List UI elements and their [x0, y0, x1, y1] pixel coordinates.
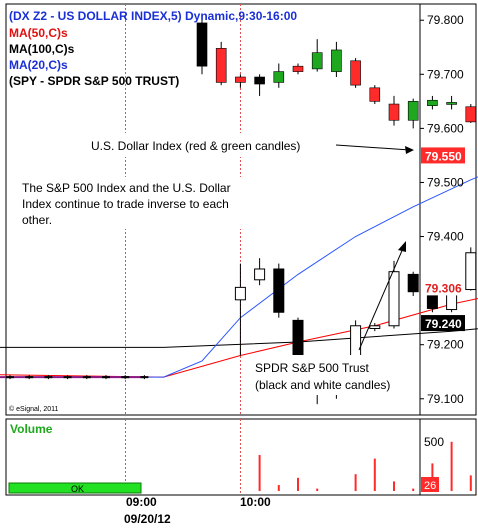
legend-spy: (SPY - SPDR S&P 500 TRUST) — [9, 74, 179, 88]
volume-bar — [277, 485, 280, 491]
price-label-badge — [421, 147, 465, 164]
spy-candle — [254, 268, 266, 281]
dollar-candle — [254, 76, 265, 85]
price-tick-label: 79.700 — [427, 67, 464, 81]
volume-bar — [316, 488, 319, 491]
spy-candle — [465, 252, 477, 291]
spy-candle — [426, 292, 438, 309]
price-tick-label: 79.100 — [427, 392, 464, 406]
dollar-candle — [311, 52, 323, 70]
volume-tick-500: 500 — [424, 435, 444, 449]
price-label-text: 79.240 — [425, 317, 462, 331]
volume-bar — [297, 477, 299, 491]
dollar-candle — [235, 76, 246, 83]
ok-status-bar — [8, 482, 142, 494]
price-axis-bg — [419, 3, 477, 416]
dollar-candle — [388, 103, 400, 121]
volume-last-badge — [421, 477, 439, 492]
copyright: © eSignal, 2011 — [9, 405, 59, 413]
legend-ma50: MA(50,C)s — [9, 26, 68, 40]
spy-candle — [388, 271, 400, 327]
chart-title: (DX Z2 - US DOLLAR INDEX,5) Dynamic,9:30… — [9, 9, 297, 23]
spy-candle — [369, 325, 381, 329]
dollar-arrow-line — [335, 144, 411, 151]
inverse-annotation-line3: other. — [22, 213, 52, 227]
dollar-candle — [350, 60, 361, 86]
price-label-text: 79.306 — [425, 281, 462, 295]
volume-bar — [469, 475, 472, 491]
dollar-annotation-box — [84, 133, 332, 157]
volume-bar — [450, 441, 453, 491]
date-label: 09/20/12 — [124, 512, 171, 526]
dollar-annotation: U.S. Dollar Index (red & green candles) — [91, 139, 300, 153]
volume-title: Volume — [10, 422, 53, 436]
inverse-annotation-line1: The S&P 500 Index and the U.S. Dollar — [22, 181, 231, 195]
price-tick-label: 79.200 — [427, 338, 464, 352]
spy-candle — [407, 273, 419, 293]
ok-status-label: OK — [71, 484, 84, 494]
volume-panel — [5, 418, 421, 496]
dollar-candle — [292, 65, 304, 72]
price-label-text: 79.550 — [425, 149, 462, 163]
dollar-candle — [215, 48, 227, 83]
spdr-arrow-line — [358, 245, 405, 351]
volume-bar — [258, 455, 261, 491]
dollar-candle — [446, 102, 457, 105]
dollar-candle — [273, 71, 285, 83]
spdr-annotation-box — [247, 355, 414, 395]
legend-ma20: MA(20,C)s — [9, 58, 68, 72]
volume-last-value: 26 — [424, 480, 436, 492]
price-label-badge — [421, 279, 465, 296]
dollar-candle — [331, 49, 342, 72]
price-label-badge — [421, 315, 465, 332]
dollar-candle — [427, 99, 438, 106]
dollar-candle — [465, 106, 477, 123]
spy-candle — [234, 286, 246, 301]
dollar-arrow-head — [405, 146, 414, 154]
volume-bar — [354, 474, 357, 491]
spdr-annotation-line2: (black and white candles) — [255, 378, 390, 392]
spdr-annotation-line1: SPDR S&P 500 Trust — [255, 361, 369, 375]
dollar-candle — [407, 101, 419, 121]
inverse-annotation-box — [16, 177, 260, 229]
time-label-1000: 10:00 — [240, 495, 271, 509]
price-tick-label: 79.500 — [427, 175, 464, 189]
volume-bar — [412, 488, 415, 491]
spdr-arrow-head — [398, 241, 406, 252]
volume-bar — [393, 481, 395, 491]
time-label-0900: 09:00 — [126, 495, 157, 509]
price-tick-label: 79.600 — [427, 121, 464, 135]
price-tick-label: 79.800 — [427, 13, 464, 27]
inverse-annotation-line2: Index continue to trade inverse to each — [22, 197, 229, 211]
volume-bar — [373, 458, 376, 491]
legend-ma100: MA(100,C)s — [9, 42, 75, 56]
dollar-candle — [196, 22, 208, 67]
spy-candle — [273, 268, 285, 313]
price-tick-label: 79.400 — [427, 230, 464, 244]
dollar-candle — [369, 87, 381, 102]
